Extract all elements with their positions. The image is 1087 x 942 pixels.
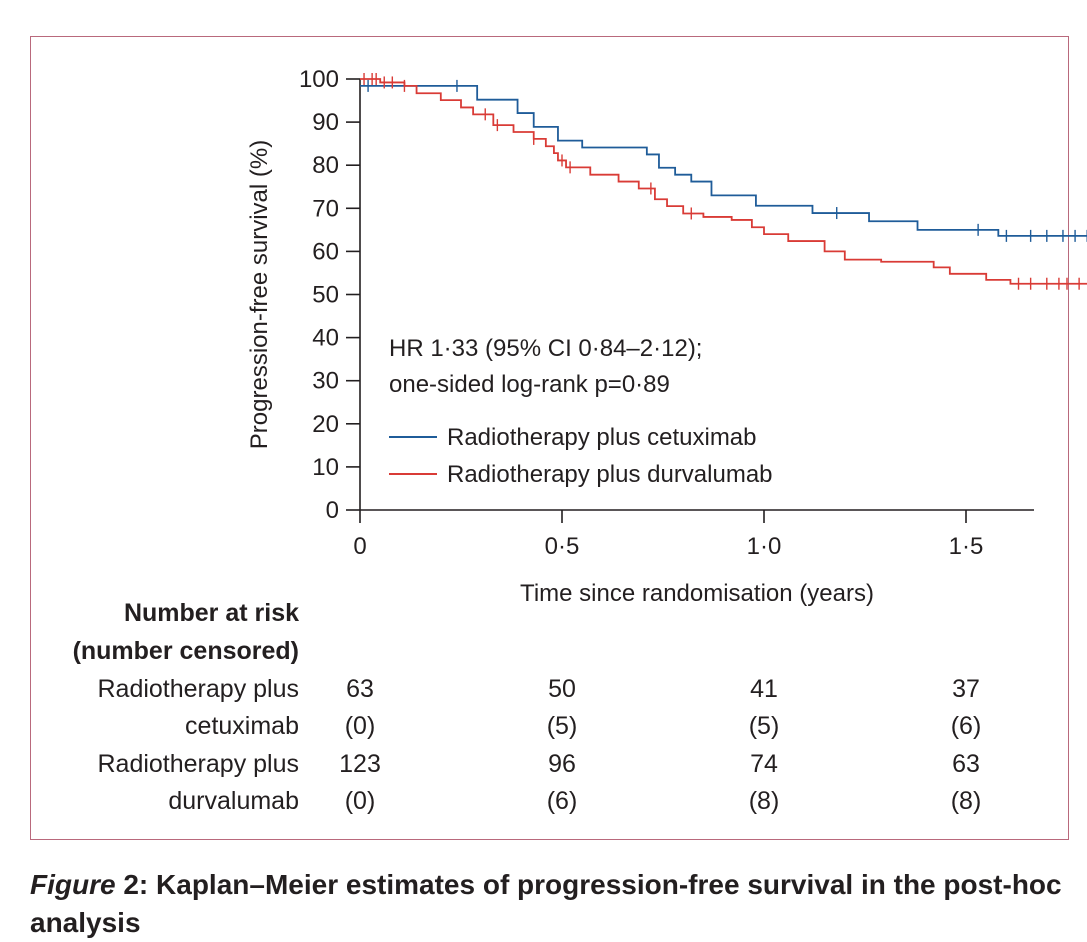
legend-label-2: Radiotherapy plus durvalumab xyxy=(447,461,773,488)
risk-censored: (5) xyxy=(749,712,780,740)
risk-censored: (6) xyxy=(547,787,578,815)
risk-censored: (0) xyxy=(345,712,376,740)
risk-count: 37 xyxy=(952,675,980,703)
risk-count: 74 xyxy=(750,750,778,778)
risk-row-label-1: cetuximab xyxy=(185,712,299,740)
risk-title-line-1: Number at risk xyxy=(124,599,299,627)
caption-text: Kaplan–Meier estimates of progression-fr… xyxy=(30,869,1062,938)
y-tick-label: 50 xyxy=(312,282,339,309)
x-tick-label: 1·0 xyxy=(747,533,782,560)
x-axis-title: Time since randomisation (years) xyxy=(520,580,874,607)
censor-layer xyxy=(363,73,1087,290)
risk-table: Number at risk (number censored) Radiother… xyxy=(73,599,982,815)
x-tick-label: 0·5 xyxy=(545,533,580,560)
figure-frame xyxy=(30,36,1069,840)
curve-series-2 xyxy=(360,78,1087,285)
legend-layer: Radiotherapy plus cetuximab Radiotherapy … xyxy=(389,424,773,488)
caption-figure-word: Figure xyxy=(30,869,116,900)
y-tick-label: 30 xyxy=(312,368,339,395)
y-tick-label: 90 xyxy=(312,109,339,136)
y-tick-label: 10 xyxy=(312,454,339,481)
y-tick-label: 40 xyxy=(312,325,339,352)
y-tick-label: 0 xyxy=(326,497,339,524)
risk-title-line-2: (number censored) xyxy=(73,637,299,665)
risk-count: 63 xyxy=(952,750,980,778)
risk-censored: (0) xyxy=(345,787,376,815)
risk-count: 41 xyxy=(750,675,778,703)
risk-censored: (8) xyxy=(749,787,780,815)
figure-caption: Figure 2: Kaplan–Meier estimates of prog… xyxy=(30,866,1070,942)
risk-censored: (5) xyxy=(547,712,578,740)
risk-row-label-2: durvalumab xyxy=(168,787,299,815)
annotation-line-1: HR 1·33 (95% CI 0·84–2·12); xyxy=(389,335,702,362)
y-tick-label: 80 xyxy=(312,152,339,179)
y-tick-label: 100 xyxy=(299,66,339,93)
curves-layer xyxy=(360,78,1087,285)
annotation-line-2: one-sided log-rank p=0·89 xyxy=(389,371,670,398)
risk-count: 63 xyxy=(346,675,374,703)
risk-count: 123 xyxy=(339,750,381,778)
curve-series-1 xyxy=(360,84,1087,237)
risk-row-label-1: Radiotherapy plus xyxy=(97,675,299,703)
risk-censored: (6) xyxy=(951,712,982,740)
km-chart: 010203040506070809010000·51·01·52·02·53·… xyxy=(73,66,1087,815)
risk-count: 96 xyxy=(548,750,576,778)
legend-label-1: Radiotherapy plus cetuximab xyxy=(447,424,757,451)
x-tick-label: 1·5 xyxy=(949,533,984,560)
y-tick-label: 70 xyxy=(312,195,339,222)
caption-figure-number: 2: xyxy=(115,869,157,900)
risk-censored: (8) xyxy=(951,787,982,815)
risk-row-label-2: Radiotherapy plus xyxy=(97,750,299,778)
y-axis-title: Progression-free survival (%) xyxy=(246,140,273,449)
y-tick-label: 60 xyxy=(312,238,339,265)
axes-layer: 010203040506070809010000·51·01·52·02·53·… xyxy=(246,66,1034,607)
x-tick-label: 0 xyxy=(353,533,366,560)
annotation-layer: HR 1·33 (95% CI 0·84–2·12); one-sided log… xyxy=(389,335,702,398)
y-tick-label: 20 xyxy=(312,411,339,438)
risk-count: 50 xyxy=(548,675,576,703)
